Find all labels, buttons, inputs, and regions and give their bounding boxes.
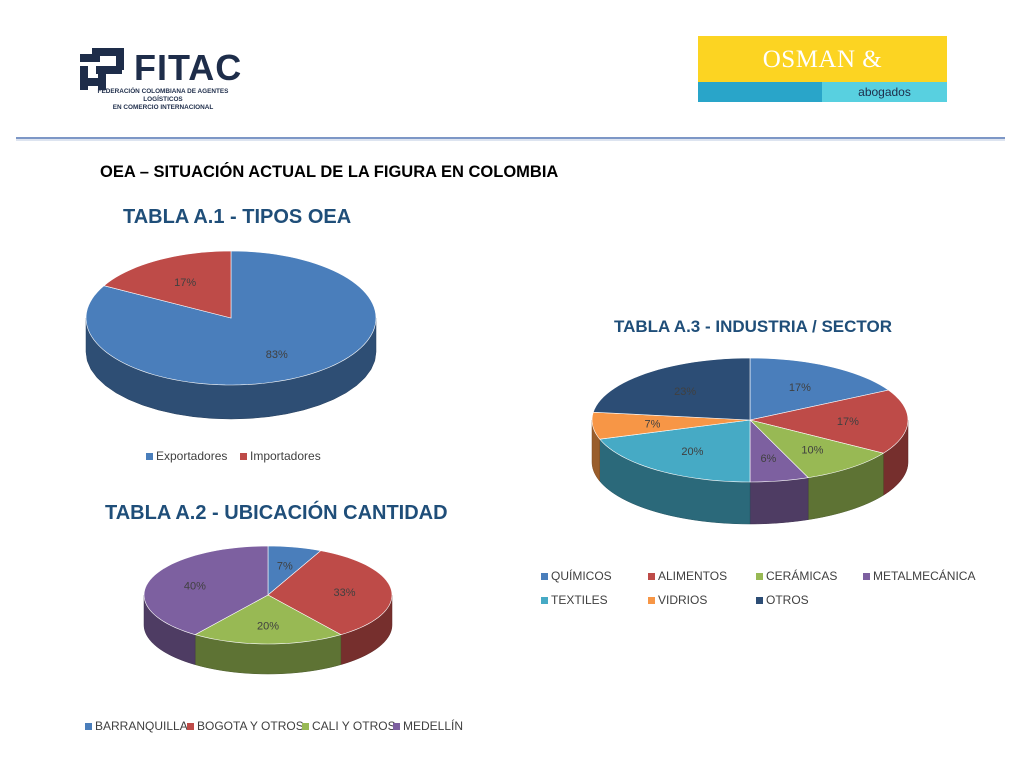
legend-item-medellin: MEDELLÍN bbox=[393, 719, 463, 733]
legend-item-textiles: TEXTILES bbox=[541, 593, 608, 607]
legend-label: VIDRIOS bbox=[658, 593, 708, 607]
chart-a3-data-label: 23% bbox=[674, 386, 696, 398]
chart-a2-data-label: 40% bbox=[184, 581, 206, 593]
legend-item-bogota: BOGOTA Y OTROS bbox=[187, 719, 304, 733]
fitac-subtitle-line2: EN COMERCIO INTERNACIONAL bbox=[112, 104, 214, 111]
legend-swatch bbox=[302, 723, 309, 730]
chart-a3-data-label: 7% bbox=[645, 419, 661, 431]
chart-a3-data-label: 6% bbox=[760, 453, 776, 465]
chart-a1-data-label: 17% bbox=[174, 277, 196, 289]
chart-a2-slice-medell-n bbox=[143, 545, 269, 635]
legend-label: CERÁMICAS bbox=[766, 569, 838, 583]
chart-a3-slice-cer-micas bbox=[749, 419, 885, 478]
legend-label: Importadores bbox=[250, 449, 321, 463]
chart-a2-slice-bogota-y-otros bbox=[267, 550, 393, 635]
osman-rodriguez-band bbox=[698, 82, 822, 102]
legend-item-ceramicas: CERÁMICAS bbox=[756, 569, 837, 583]
legend-swatch bbox=[648, 573, 655, 580]
legend-item-metalmecanica: METALMECÁNICA bbox=[863, 569, 975, 583]
chart-a1-pie: 83% 17% bbox=[85, 250, 377, 420]
legend-swatch bbox=[648, 597, 655, 604]
chart-a2-data-label: 33% bbox=[333, 587, 355, 599]
chart-a3-slice-otros bbox=[592, 357, 751, 421]
fitac-logo-mark-icon bbox=[80, 48, 124, 90]
chart-a2-slice-barranquilla bbox=[267, 545, 322, 596]
legend-label: BARRANQUILLA bbox=[95, 719, 188, 733]
osman-rodriguez-tagline: abogados bbox=[822, 82, 947, 102]
chart-a2-pie: 7% 33% 20% 40% bbox=[143, 545, 393, 675]
legend-label: MEDELLÍN bbox=[403, 719, 464, 733]
chart-a3-slice-textiles bbox=[599, 419, 751, 483]
legend-swatch bbox=[756, 597, 763, 604]
fitac-subtitle: FEDERACIÓN COLOMBIANA DE AGENTES LOGÍSTI… bbox=[80, 88, 246, 112]
legend-item-exportadores: Exportadores bbox=[146, 449, 227, 463]
chart-a3-side-metalmec-nica bbox=[749, 477, 809, 525]
legend-label: Exportadores bbox=[156, 449, 228, 463]
chart-a2-title: TABLA A.2 - UBICACIÓN CANTIDAD bbox=[105, 502, 448, 524]
legend-swatch bbox=[541, 597, 548, 604]
legend-item-importadores: Importadores bbox=[240, 449, 321, 463]
legend-item-vidrios: VIDRIOS bbox=[648, 593, 707, 607]
legend-item-barranquilla: BARRANQUILLA bbox=[85, 719, 188, 733]
legend-item-alimentos: ALIMENTOS bbox=[648, 569, 727, 583]
chart-a2-slice-cali-y-otros bbox=[194, 594, 342, 645]
chart-a2-data-label: 20% bbox=[257, 620, 279, 632]
chart-a3-slice-metalmec-nica bbox=[749, 419, 809, 483]
chart-a3-pie: 17% 17% 10% 6% 20% 7% 23% bbox=[591, 357, 909, 525]
chart-a1-data-label: 83% bbox=[266, 349, 288, 361]
legend-swatch bbox=[393, 723, 400, 730]
legend-label: TEXTILES bbox=[551, 593, 608, 607]
osman-rodriguez-logo: OSMAN & RODRIGUEZ abogados bbox=[698, 36, 947, 121]
chart-a3-title: TABLA A.3 - INDUSTRIA / SECTOR bbox=[614, 317, 892, 336]
chart-a3-data-label: 20% bbox=[681, 446, 703, 458]
legend-swatch bbox=[240, 453, 247, 460]
legend-label: BOGOTA Y OTROS bbox=[197, 719, 304, 733]
legend-swatch bbox=[863, 573, 870, 580]
fitac-subtitle-line1: FEDERACIÓN COLOMBIANA DE AGENTES LOGÍSTI… bbox=[97, 88, 229, 103]
chart-a3-data-label: 17% bbox=[789, 382, 811, 394]
chart-a1-title: TABLA A.1 - TIPOS OEA bbox=[123, 206, 352, 228]
chart-a3-data-label: 17% bbox=[837, 416, 859, 428]
fitac-logo: FITAC FEDERACIÓN COLOMBIANA DE AGENTES L… bbox=[78, 22, 246, 111]
page-title: OEA – SITUACIÓN ACTUAL DE LA FIGURA EN C… bbox=[100, 163, 559, 181]
legend-swatch bbox=[541, 573, 548, 580]
legend-item-otros: OTROS bbox=[756, 593, 809, 607]
legend-label: ALIMENTOS bbox=[658, 569, 728, 583]
header-divider bbox=[16, 137, 1005, 139]
legend-swatch bbox=[146, 453, 153, 460]
legend-label: CALI Y OTROS bbox=[312, 719, 396, 733]
legend-label: OTROS bbox=[766, 593, 809, 607]
legend-item-quimicos: QUÍMICOS bbox=[541, 569, 612, 583]
chart-a2-data-label: 7% bbox=[277, 560, 293, 572]
chart-a1-slice-importadores bbox=[103, 250, 232, 319]
fitac-name: FITAC bbox=[134, 47, 243, 88]
chart-a3-data-label: 10% bbox=[801, 445, 823, 457]
legend-swatch bbox=[187, 723, 194, 730]
legend-item-cali: CALI Y OTROS bbox=[302, 719, 396, 733]
header-divider-shadow bbox=[16, 139, 1005, 141]
chart-a3-slice-alimentos bbox=[749, 389, 909, 454]
legend-label: METALMECÁNICA bbox=[873, 569, 976, 583]
legend-swatch bbox=[85, 723, 92, 730]
legend-swatch bbox=[756, 573, 763, 580]
legend-label: QUÍMICOS bbox=[551, 569, 612, 583]
chart-a3-slice-vidrios bbox=[591, 411, 751, 440]
chart-a3-slice-qu-micos bbox=[749, 357, 890, 421]
